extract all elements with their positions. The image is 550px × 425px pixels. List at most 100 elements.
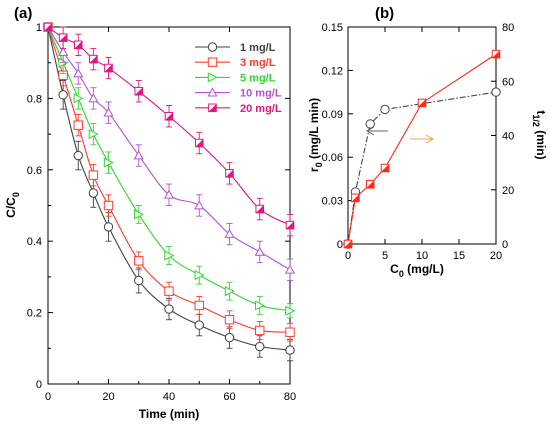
data-point [284,264,296,274]
data-point [255,204,265,214]
panel-b-right-tick-label: 0 [502,239,508,251]
panel-b-left-tick-label: 0.06 [322,152,343,164]
data-point [417,98,427,108]
panel-b-right-axis-title-suffix: (min) [534,127,548,160]
legend-entry-label: 10 mg/L [240,88,282,100]
panel-b-x-tick-label: 0 [345,250,351,262]
data-point [134,256,144,266]
data-point [133,150,144,160]
panel-b-x-axis-title-suffix: (mg/L) [404,262,444,276]
data-point [164,286,174,296]
panel-a-x-tick-label: 60 [223,391,235,403]
data-point [88,188,99,198]
data-point [58,46,69,56]
panel-a-y-axis-title: C/C0 [4,192,21,218]
data-point [73,150,83,161]
data-point [164,250,175,261]
data-point [103,222,114,232]
data-point [89,54,98,64]
panel-b-x-tick-label: 5 [382,250,388,262]
panel-b-label: (b) [375,5,394,22]
data-point [134,275,144,286]
panel-a-y-axis-title-main: C/C [4,197,18,218]
panel-b-plot-frame [347,26,497,245]
data-point [134,209,145,220]
legend-entry-label: 1 mg/L [240,42,276,54]
data-point [73,93,84,104]
data-point [58,33,68,43]
panel-b-left-tick-label: 0.09 [322,109,343,121]
panel-a-y-tick-label: 0 [36,379,42,391]
data-point [73,40,83,50]
panel-a-y-tick-label: 0.2 [27,308,42,320]
panel-a-axis-ticks: 0 20 40 60 80 0 0.2 0.4 0.6 0.8 1 [27,22,296,403]
panel-a-y-tick-label: 0.6 [27,165,42,177]
data-point [491,49,501,59]
data-point [255,325,265,336]
data-point [194,270,205,281]
data-point [58,90,68,100]
panel-a-x-tick-label: 0 [45,391,51,403]
panel-a-label: (a) [14,5,32,22]
panel-a-y-tick-label: 0.8 [27,93,42,105]
data-point [134,86,144,96]
legend-swatch-marker [207,87,218,97]
legend-swatch-marker [208,103,217,113]
data-point [103,157,114,168]
panel-b-left-axis-title-main: r [307,167,321,172]
legend-entry-label: 3 mg/L [240,57,276,69]
panel-b-x-tick-label: 20 [490,250,502,262]
data-point [343,239,353,249]
panel-a-x-tick-label: 40 [163,391,175,403]
data-point [88,129,99,140]
data-point [491,87,501,97]
data-point [285,220,295,230]
panel-b-right-tick-label: 20 [502,185,514,197]
data-point [224,332,235,343]
legend-entry-label: 20 mg/L [240,103,282,115]
series-curve [47,26,291,312]
data-point [194,300,204,311]
panel-b-x-axis-title: C0 (mg/L) [390,262,444,279]
data-point [73,120,83,130]
data-point [194,200,205,210]
panel-b-left-tick-label: 0.12 [322,65,343,77]
panel-a-x-tick-label: 80 [284,391,296,403]
data-point [285,345,295,355]
panel-a-y-axis-title-subscript: 0 [11,192,21,197]
data-point [254,246,265,256]
data-point [73,68,84,78]
data-point [255,300,266,311]
panel-b-left-tick-label: 0 [337,239,343,251]
panel-b-right-axis-title-subscript: 1/2 [531,114,541,127]
panel-b-left-axis-title-subscript: 0 [314,162,324,167]
panel-b-right-axis-title: t1/2 (min) [531,110,548,159]
panel-b-rate-and-half-life: (b) 0 5 10 15 2000.030.060.090.120.150204060… [307,5,548,279]
data-point [224,228,235,238]
panel-b-right-axis-title-main: t [534,110,548,114]
panel-b-left-tick-label: 0.15 [322,22,343,34]
data-point [365,180,375,189]
data-point [194,138,204,148]
panel-a-x-tick-label: 20 [102,391,114,403]
panel-a-y-tick-label: 0.4 [27,236,42,248]
panel-b-right-tick-label: 40 [502,131,514,143]
data-point [351,193,360,203]
panel-b-series-lines [347,53,497,245]
series-line [347,91,497,245]
panel-b-x-axis-title-main: C [390,262,399,276]
panel-a-degradation-curves: (a) 0 20 40 60 80 0 0.2 0.4 0.6 0.8 1 Time (min) C… [4,5,296,421]
data-point [365,119,375,129]
data-point [285,327,295,337]
arrow-head-right [425,134,435,144]
data-point [164,111,174,121]
legend-swatch-marker [207,57,218,67]
panel-b-right-tick-label: 80 [502,22,514,34]
panel-b-left-axis-title-suffix: (mg/L min) [307,98,321,162]
data-point [163,189,175,199]
panel-b-x-axis-title-subscript: 0 [399,269,404,279]
data-point [194,320,204,330]
panel-a-y-tick-label: 1 [36,22,42,34]
data-point [380,163,390,173]
